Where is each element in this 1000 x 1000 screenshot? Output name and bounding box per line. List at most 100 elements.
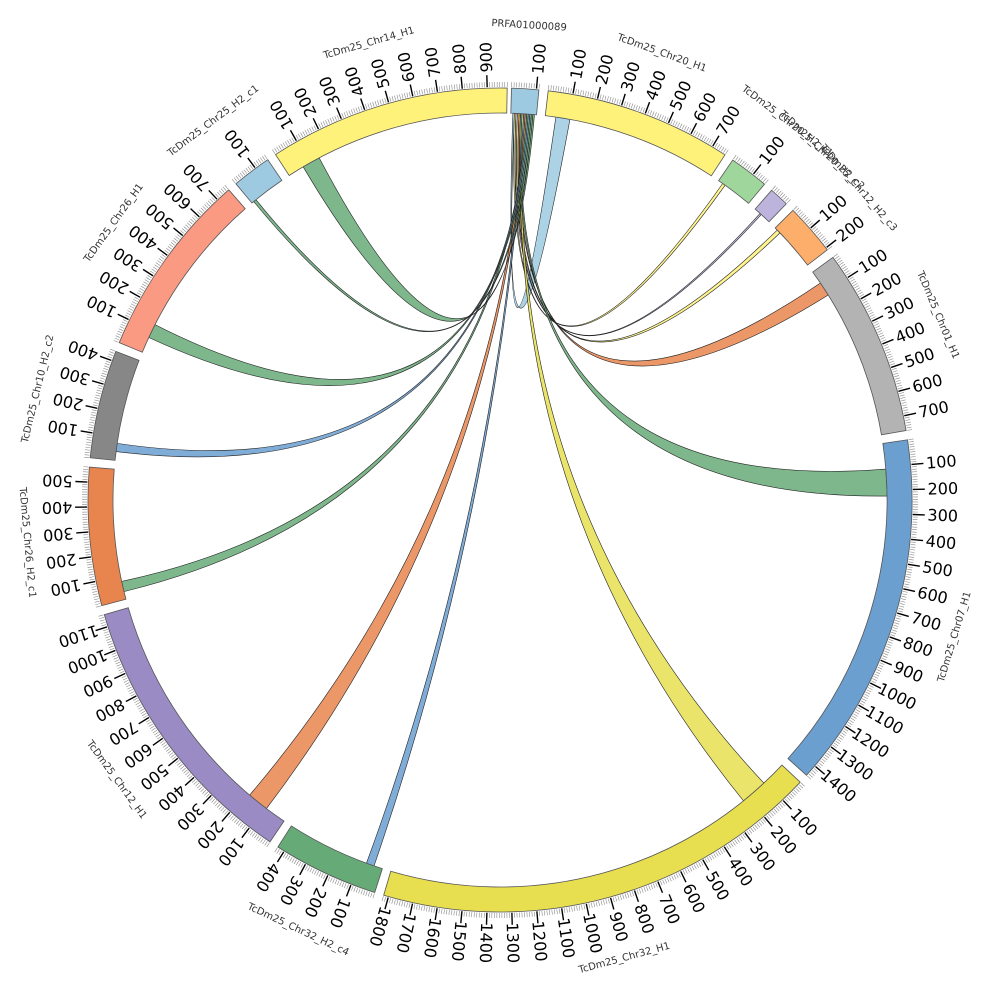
major-tick: [460, 76, 463, 89]
major-tick: [190, 208, 200, 218]
major-tick: [99, 355, 112, 362]
minor-ticks: [733, 154, 769, 184]
tick-label: 300: [42, 524, 74, 545]
major-tick: [80, 430, 93, 434]
major-tick: [898, 387, 911, 392]
major-tick: [572, 81, 576, 94]
major-tick: [85, 405, 98, 410]
major-tick: [657, 881, 664, 893]
major-tick: [91, 380, 104, 385]
tick-label: 200: [51, 389, 85, 414]
tick-label: 800: [449, 43, 471, 75]
tick-label: 1700: [393, 911, 420, 955]
major-tick: [744, 832, 753, 843]
ideogram-tcdm25-chr26-h1: [118, 189, 246, 353]
major-tick: [247, 157, 256, 168]
major-tick: [345, 884, 352, 897]
tick-label: 100: [84, 291, 120, 321]
major-tick: [911, 538, 924, 542]
ribbon-tcdm25-chr32-h1: [520, 113, 765, 802]
tick-label: 700: [712, 102, 744, 138]
tick-label: 1400: [476, 922, 496, 963]
tick-label: 100: [566, 47, 590, 80]
minor-ticks: [231, 154, 268, 184]
tick-label: 500: [42, 471, 73, 491]
tick-label: 200: [592, 52, 618, 86]
tick-label: 100: [266, 97, 298, 133]
major-tick: [76, 531, 89, 534]
major-tick: [752, 164, 762, 175]
major-tick: [117, 313, 129, 321]
ideogram-tcdm25-chr10-h2-c2: [89, 350, 140, 461]
tick-label: 800: [900, 633, 935, 661]
major-tick: [221, 811, 231, 822]
tick-label: 100: [528, 43, 550, 75]
tick-label: 300: [927, 506, 958, 526]
tick-label: 300: [57, 362, 92, 389]
ideogram-tcdm25-chr07-h1: [787, 439, 913, 776]
tick-label: 900: [605, 910, 631, 945]
major-tick: [764, 816, 773, 827]
minor-ticks: [833, 253, 913, 431]
major-tick: [585, 903, 590, 916]
major-tick: [409, 84, 414, 97]
major-tick: [871, 315, 884, 322]
major-tick: [609, 897, 615, 910]
tick-label: 700: [917, 397, 951, 422]
tick-label: 400: [892, 318, 927, 347]
ideogram-tcdm25-chr12-h2-c3: [774, 209, 828, 266]
major-tick: [173, 227, 184, 237]
tick-label: 1000: [65, 645, 110, 678]
tick-label: 1800: [365, 904, 394, 948]
major-tick: [680, 871, 687, 883]
ideogram-tcdm25-chr26-h2-c1: [87, 466, 127, 607]
tick-label: 900: [891, 657, 927, 686]
tick-label: 100: [220, 125, 253, 161]
tick-label: 400: [252, 859, 284, 895]
major-tick: [103, 649, 116, 656]
tick-label: 1200: [528, 920, 551, 962]
major-tick: [882, 338, 894, 345]
major-tick: [830, 746, 842, 755]
major-tick: [845, 725, 856, 734]
tick-label: 100: [755, 132, 789, 168]
minor-ticks: [274, 847, 375, 899]
tick-label: 100: [855, 245, 891, 277]
ribbon-tcdm25-chr26-h1: [148, 113, 532, 386]
tick-label: 1000: [579, 911, 606, 955]
ideogram-tcdm25-chr20-h1: [544, 90, 726, 177]
major-tick: [95, 626, 108, 632]
chromosome-tcdm25-chr12-h1: 10020030040050060070080090010001100TcDm2…: [56, 607, 285, 870]
ideogram-prfa01000089: [510, 87, 540, 116]
major-tick: [536, 911, 539, 924]
tick-label: 1600: [420, 916, 445, 959]
ideogram-tcdm25-chr20-h2-c2: [754, 189, 787, 223]
tick-label: 400: [724, 854, 757, 890]
tick-label: 500: [367, 56, 394, 91]
minor-ticks: [807, 438, 919, 780]
major-tick: [434, 908, 438, 921]
major-tick: [712, 135, 720, 147]
tick-label: 700: [655, 892, 684, 927]
tick-label: 200: [927, 479, 958, 499]
chromosome-tcdm25-chr32-h1: 1002003004005006007008009001000110012001…: [365, 764, 821, 976]
tick-label: 800: [92, 694, 128, 725]
tick-label: 1100: [554, 916, 579, 959]
ideogram-tcdm25-chr32-h1: [383, 764, 801, 913]
tick-label: 400: [642, 68, 671, 103]
major-tick: [114, 672, 126, 680]
tick-label: 200: [832, 212, 868, 246]
ribbon-tcdm25-chr12-h1: [249, 113, 528, 810]
major-tick: [202, 794, 212, 805]
ideogram-tcdm25-chr25-h2-c1: [235, 159, 283, 204]
ribbon-tcdm25-chr32-h2-c4: [366, 113, 526, 867]
major-tick: [360, 98, 366, 111]
tick-label: 1500: [448, 920, 471, 962]
major-tick: [904, 412, 917, 417]
major-tick: [129, 290, 141, 298]
major-tick: [384, 897, 389, 910]
ideogram-tcdm25-chr01-h1: [812, 256, 907, 436]
major-tick: [460, 911, 463, 924]
